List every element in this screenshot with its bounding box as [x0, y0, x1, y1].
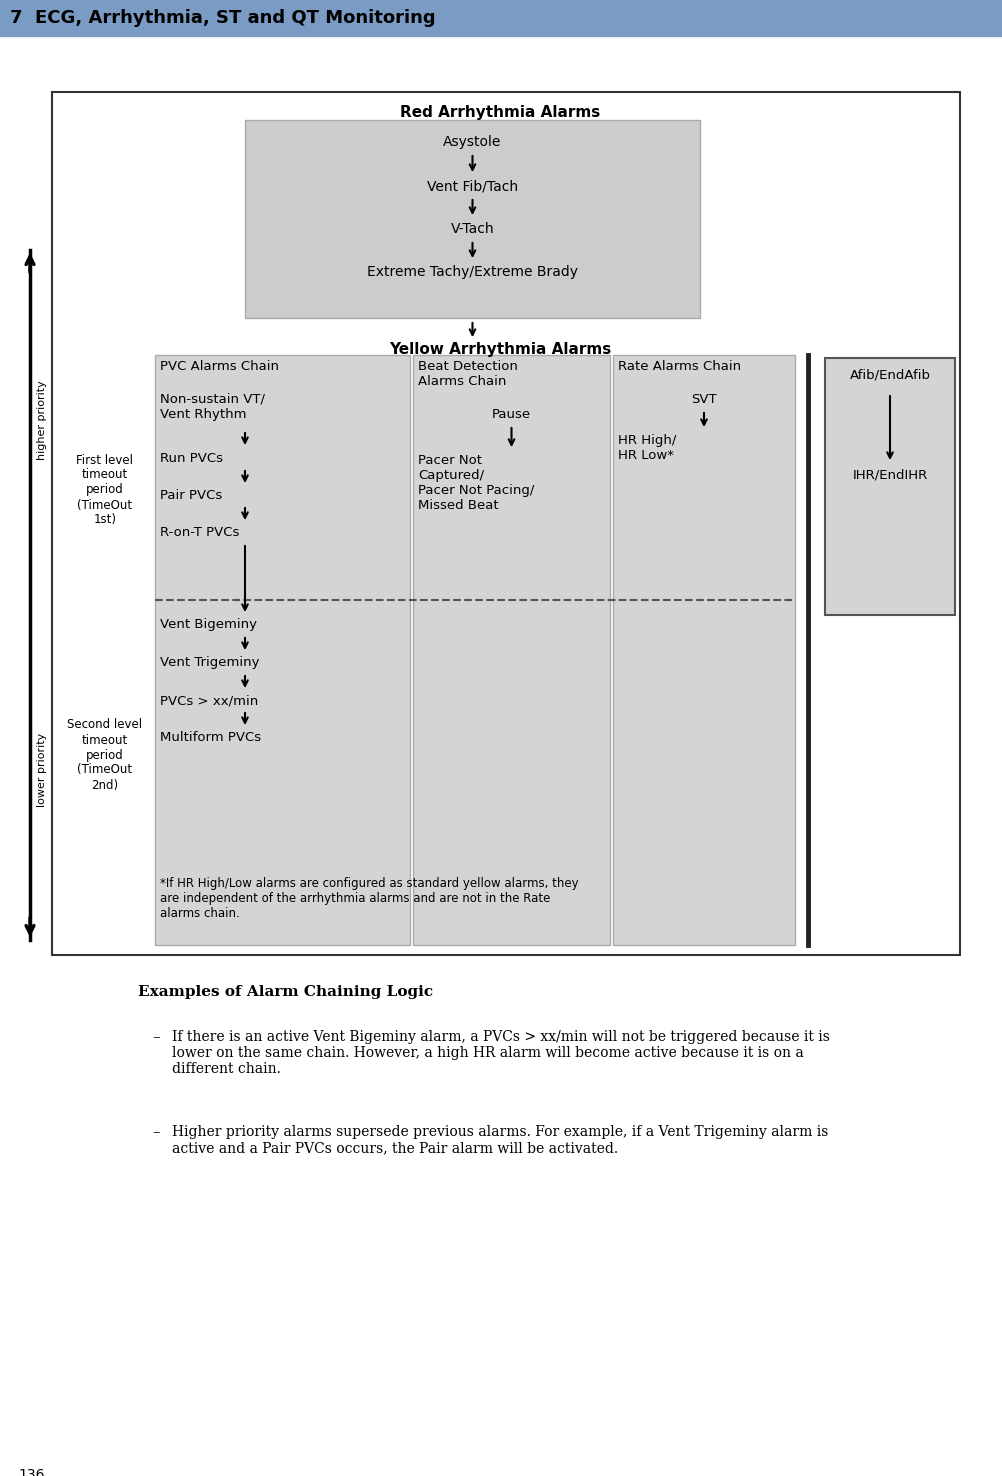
Text: First level
timeout
period
(TimeOut
1st): First level timeout period (TimeOut 1st) — [76, 453, 133, 527]
Text: *If HR High/Low alarms are configured as standard yellow alarms, they
are indepe: *If HR High/Low alarms are configured as… — [160, 877, 578, 920]
Text: IHR/EndIHR: IHR/EndIHR — [852, 468, 927, 481]
Text: Examples of Alarm Chaining Logic: Examples of Alarm Chaining Logic — [138, 984, 433, 999]
Text: lower priority: lower priority — [37, 734, 47, 807]
Text: HR High/
HR Low*: HR High/ HR Low* — [617, 434, 675, 462]
Text: Beat Detection
Alarms Chain: Beat Detection Alarms Chain — [418, 360, 517, 388]
Text: V-Tach: V-Tach — [450, 221, 494, 236]
Text: Vent Fib/Tach: Vent Fib/Tach — [427, 179, 518, 193]
Bar — [825, 359, 954, 615]
Text: Higher priority alarms supersede previous alarms. For example, if a Vent Trigemi: Higher priority alarms supersede previou… — [171, 1125, 828, 1156]
Text: Yellow Arrhythmia Alarms: Yellow Arrhythmia Alarms — [389, 342, 610, 357]
Text: Run PVCs: Run PVCs — [160, 452, 222, 465]
Text: Rate Alarms Chain: Rate Alarms Chain — [617, 360, 740, 373]
Text: PVC Alarms Chain: PVC Alarms Chain — [160, 360, 279, 373]
Text: Red Arrhythmia Alarms: Red Arrhythmia Alarms — [400, 105, 599, 120]
Text: Pacer Not
Captured/
Pacer Not Pacing/
Missed Beat: Pacer Not Captured/ Pacer Not Pacing/ Mi… — [418, 455, 534, 512]
Text: Vent Bigeminy: Vent Bigeminy — [160, 618, 257, 632]
Text: Vent Trigeminy: Vent Trigeminy — [160, 655, 260, 669]
Text: R-on-T PVCs: R-on-T PVCs — [160, 525, 239, 539]
Text: Multiform PVCs: Multiform PVCs — [160, 731, 261, 744]
Bar — [155, 356, 410, 945]
Bar — [612, 356, 795, 945]
Text: 136: 136 — [18, 1469, 44, 1476]
Text: Extreme Tachy/Extreme Brady: Extreme Tachy/Extreme Brady — [367, 266, 577, 279]
Text: Non-sustain VT/
Vent Rhythm: Non-sustain VT/ Vent Rhythm — [160, 393, 265, 421]
Bar — [244, 120, 699, 317]
Text: 7  ECG, Arrhythmia, ST and QT Monitoring: 7 ECG, Arrhythmia, ST and QT Monitoring — [10, 9, 435, 27]
Text: Asystole: Asystole — [443, 134, 501, 149]
Text: PVCs > xx/min: PVCs > xx/min — [160, 694, 258, 707]
Text: Pause: Pause — [491, 407, 530, 421]
Text: –: – — [152, 1125, 159, 1139]
Text: Second level
timeout
period
(TimeOut
2nd): Second level timeout period (TimeOut 2nd… — [67, 719, 142, 791]
Text: –: – — [152, 1030, 159, 1044]
Text: SVT: SVT — [690, 393, 716, 406]
Text: Pair PVCs: Pair PVCs — [160, 489, 222, 502]
Text: higher priority: higher priority — [37, 381, 47, 461]
Bar — [413, 356, 609, 945]
Bar — [0, 0, 1002, 35]
Text: Afib/EndAfib: Afib/EndAfib — [849, 368, 930, 381]
Bar — [52, 92, 959, 955]
Text: If there is an active Vent Bigeminy alarm, a PVCs > xx/min will not be triggered: If there is an active Vent Bigeminy alar… — [171, 1030, 829, 1076]
